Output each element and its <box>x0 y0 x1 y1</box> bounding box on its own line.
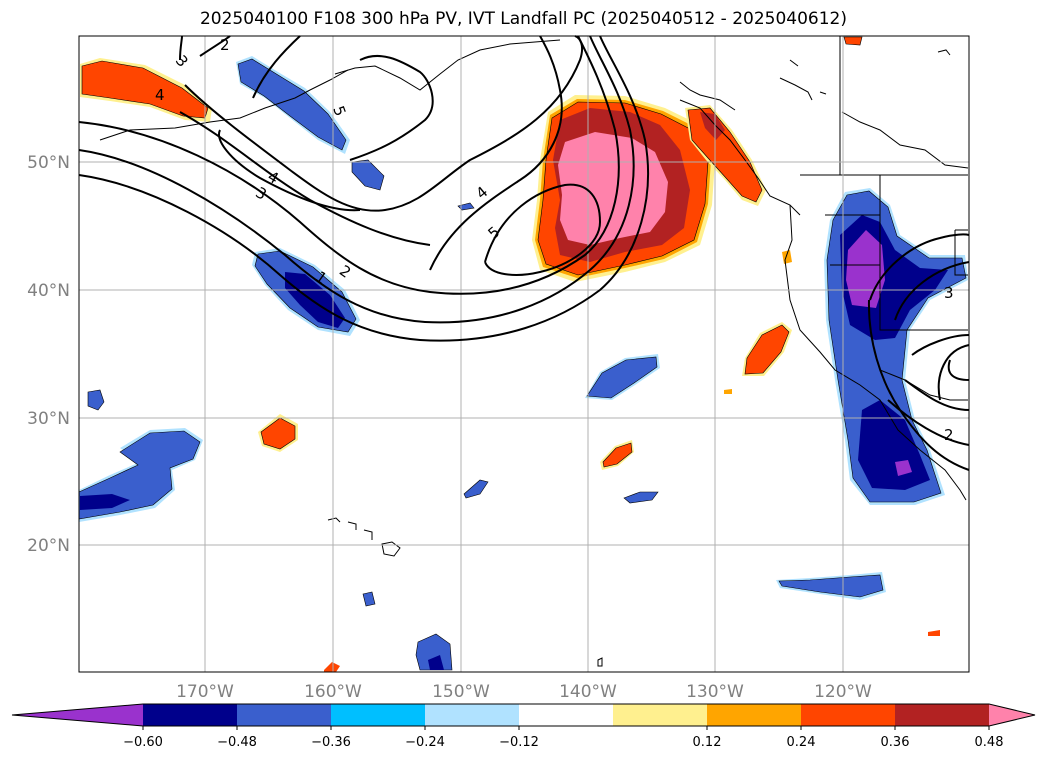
pv-positive-region <box>687 107 763 203</box>
pv-negative-region <box>428 655 444 670</box>
pv-negative-region <box>623 491 659 504</box>
colorbar-segment <box>425 704 520 726</box>
map-frame <box>78 35 970 673</box>
colorbar-tick-label: −0.60 <box>123 735 163 750</box>
colorbar-tick-label: 0.36 <box>881 735 910 750</box>
lon-label: 130°W <box>686 682 744 702</box>
pv-positive-region <box>558 132 668 245</box>
colorbar: −0.60 −0.48 −0.36 −0.24 −0.12 0.12 0.24 0.36 0.4… <box>11 703 1036 750</box>
contour-label: 2 <box>944 426 954 444</box>
colorbar-tick-label: 0.24 <box>787 735 816 750</box>
colorbar-segment <box>237 704 332 726</box>
pv-negative-region <box>80 494 130 510</box>
lat-label: 40°N <box>27 281 70 301</box>
pv-shading <box>78 36 968 672</box>
colorbar-segment <box>143 704 238 726</box>
lon-label: 150°W <box>432 682 490 702</box>
pv-negative-region <box>778 574 884 598</box>
pv-positive-region <box>724 389 732 394</box>
lon-labels: 170°W 160°W 150°W 140°W 130°W 120°W <box>176 682 872 702</box>
pv-positive-region <box>602 442 633 468</box>
pv-negative-region <box>237 58 347 151</box>
lon-label: 170°W <box>176 682 234 702</box>
contour-label: 4 <box>155 86 165 104</box>
pv-negative-region <box>285 272 345 328</box>
gridlines <box>79 36 969 672</box>
pv-negative-region <box>362 591 376 607</box>
pv-negative-region <box>351 159 385 191</box>
pv-negative-region <box>858 400 930 490</box>
colorbar-tick-label: 0.48 <box>975 735 1004 750</box>
colorbar-tick-label: −0.36 <box>311 735 351 750</box>
pv-positive-region <box>843 36 863 46</box>
lat-label: 20°N <box>27 536 70 556</box>
lon-label: 140°W <box>559 682 617 702</box>
pv-positive-region <box>700 112 725 140</box>
pv-negative-region <box>895 460 912 476</box>
lat-labels: 50°N 40°N 30°N 20°N <box>27 153 70 556</box>
lon-label: 120°W <box>814 682 872 702</box>
colorbar-tick-label: −0.12 <box>499 735 539 750</box>
colorbar-segment <box>613 704 708 726</box>
colorbar-tick-label: −0.24 <box>405 735 445 750</box>
colorbar-tick-label: −0.48 <box>217 735 257 750</box>
lat-label: 50°N <box>27 153 70 173</box>
coastlines <box>99 36 969 667</box>
colorbar-extend-low <box>12 704 143 726</box>
colorbar-segment <box>895 704 990 726</box>
colorbar-segment <box>801 704 896 726</box>
pv-negative-region <box>463 479 489 499</box>
contour-label: 2 <box>220 36 230 54</box>
map-plot-area: 3 2 5 4 4 3 2 1 4 5 3 2 <box>78 35 970 673</box>
pv-positive-region <box>782 250 792 264</box>
map-title: 2025040100 F108 300 hPa PV, IVT Landfall… <box>199 9 847 29</box>
colorbar-extend-high <box>989 704 1035 726</box>
pv-negative-region <box>87 389 105 411</box>
colorbar-tick-label: 0.12 <box>693 735 722 750</box>
lon-label: 160°W <box>304 682 362 702</box>
pv-negative-region <box>415 633 453 671</box>
colorbar-segment <box>707 704 802 726</box>
pv-positive-region <box>928 630 940 636</box>
colorbar-segment <box>519 704 614 726</box>
contour-label: 3 <box>944 284 954 302</box>
pv-positive-region <box>324 662 340 672</box>
pv-positive-region <box>744 324 790 375</box>
pv-contours <box>78 35 970 471</box>
pv-negative-region <box>586 356 658 399</box>
colorbar-segment <box>331 704 426 726</box>
lat-label: 30°N <box>27 409 70 429</box>
